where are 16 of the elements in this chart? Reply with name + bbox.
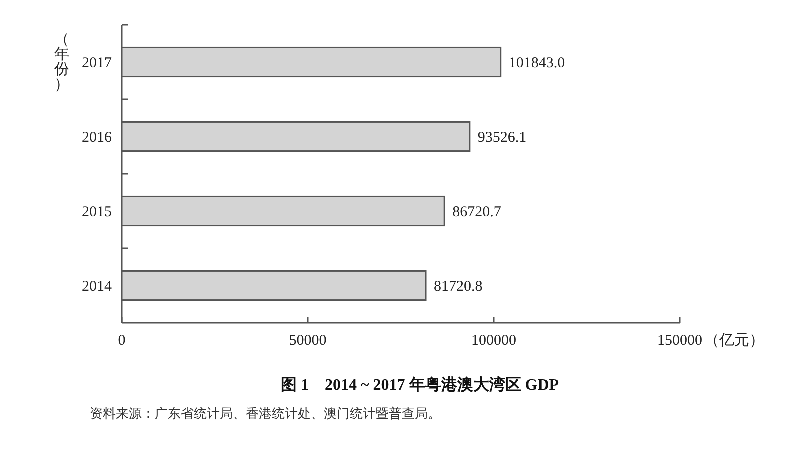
x-axis-title: （亿元） (704, 333, 764, 349)
y-tick-label: 2017 (82, 55, 112, 72)
data-label: 93526.1 (478, 130, 527, 146)
data-label: 101843.0 (508, 55, 566, 72)
x-tick-label: 100000 (472, 333, 516, 349)
data-label: 81720.8 (434, 278, 483, 295)
x-tick-label: 150000 (658, 333, 702, 349)
x-tick-label: 0 (118, 333, 126, 349)
y-axis-title: （年份） (54, 32, 70, 93)
data-label: 86720.7 (452, 204, 502, 220)
y-tick-label: 2015 (82, 204, 112, 220)
text: 资料来源：广东省统计局、香港统计处、澳门统计暨普查局。 (90, 406, 441, 421)
x-tick-label: 50000 (289, 333, 327, 349)
text: 图 1 2014 ~ 2017 年粤港澳大湾区 GDP (280, 375, 560, 394)
y-tick-label: 2016 (82, 130, 112, 146)
y-tick-label: 2014 (82, 278, 112, 295)
